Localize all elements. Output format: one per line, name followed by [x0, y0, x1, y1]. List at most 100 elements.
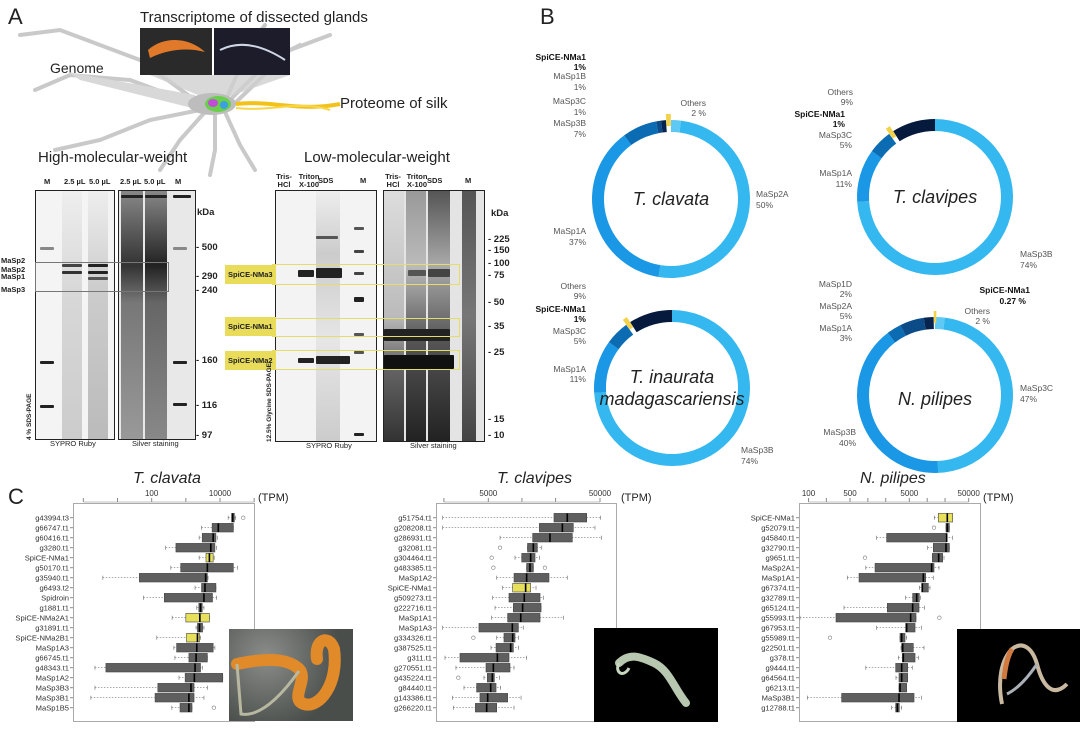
row-label: g270551.t1 [394, 664, 432, 673]
boxplot-unit: (TPM) [983, 492, 1014, 504]
panel-c-letter: C [8, 484, 24, 509]
donut-label: MaSp2A [756, 189, 789, 199]
hmw-marker: - 500 [196, 242, 218, 253]
row-label: g84440.t1 [398, 684, 432, 693]
donut-label: Others [964, 306, 990, 316]
donut-title-line: T. inaurata [629, 367, 715, 387]
row-label: MaSp1A3 [399, 624, 432, 633]
row-label: g3280.t1 [39, 544, 69, 553]
lmw-marker: - 35 [488, 321, 505, 332]
box [201, 583, 217, 593]
outlier-point [497, 545, 503, 550]
donut-pct: 1% [573, 82, 586, 92]
lmw-kda-unit: kDa [491, 208, 509, 219]
donut-pct: 9% [840, 97, 853, 107]
hmw-marker: - 116 [196, 400, 218, 411]
hmw-title: High-molecular-weight [38, 149, 188, 166]
donut-pct: 11% [835, 179, 852, 189]
row-label: g32790.t1 [761, 544, 795, 553]
band-label-masp2: MaSp2 [1, 265, 26, 274]
outlier-point [542, 565, 548, 570]
row-label: SpiCE-NMa2B1 [15, 634, 69, 643]
donut-pct: 2 % [691, 108, 706, 118]
nma1-label: SpiCE-NMa1 [225, 317, 276, 336]
hmw-lane-m: M [44, 177, 51, 186]
box [211, 523, 234, 533]
outlier-point [489, 555, 494, 560]
donut-label: SpiCE-NMa1 [979, 285, 1030, 295]
row-label: g266220.t1 [394, 704, 432, 713]
box [898, 673, 908, 683]
donut-slice-spice-nma1 [885, 126, 897, 139]
donut-pct: 7% [573, 129, 586, 139]
box [478, 623, 519, 633]
highlight-box [512, 583, 531, 593]
donut-slice-others [671, 120, 682, 133]
box [901, 643, 914, 653]
box [513, 603, 542, 613]
donut-label: SpiCE-NMa1 [535, 304, 586, 314]
outlier-point [241, 515, 246, 520]
highlight-box [938, 513, 953, 523]
donut-label: Others [827, 87, 853, 97]
box [532, 533, 573, 543]
box [476, 683, 497, 693]
box [503, 633, 516, 643]
hmw-gel-sypro [35, 190, 115, 440]
row-label: g51754.t1 [398, 514, 432, 523]
box [495, 643, 514, 653]
donut-slice-masp3c [871, 133, 897, 159]
row-label: g286931.t1 [394, 534, 432, 543]
donut-label: Others [560, 281, 586, 291]
row-label: g66745.t1 [35, 654, 69, 663]
lmw-marker: - 10 [488, 430, 505, 441]
row-label: g6213.t1 [765, 684, 795, 693]
box [933, 543, 950, 553]
lmw-marker: - 25 [488, 347, 505, 358]
donut-title: T. clavipes [892, 187, 978, 207]
donut-label: MaSp1A [553, 364, 586, 374]
lmw-title: Low-molecular-weight [304, 149, 450, 166]
row-label: SpiCE-NMa1 [25, 554, 69, 563]
lmw-marker: - 50 [488, 297, 505, 308]
axis-tick-label: 10000 [209, 489, 232, 498]
lmw-gel-sypro [275, 190, 377, 442]
lmw-lane: Tris- HCl [276, 172, 292, 189]
lmw-stain-sypro: SYPRO Ruby [306, 441, 352, 450]
box [179, 703, 193, 713]
donut-slice-masp2a [658, 120, 751, 279]
boxplot-unit: (TPM) [258, 492, 289, 504]
nma2-label: SpiCE-NMa2 [225, 351, 276, 370]
box [485, 663, 511, 673]
box [527, 543, 538, 553]
donut-pct: 11% [569, 374, 586, 384]
donut-label: MaSp1A [553, 226, 586, 236]
nma3-label: SpiCE-NMa3 [225, 265, 276, 284]
hmw-spidroin-box [35, 262, 169, 292]
highlight-box [186, 633, 200, 643]
lmw-marker: - 150 [488, 245, 510, 256]
box [858, 573, 926, 583]
lmw-gel-silver [383, 190, 485, 442]
donut-pct: 1% [573, 314, 586, 324]
lmw-lane-m: M [360, 176, 367, 185]
lmw-lane: Triton X-100 [298, 172, 320, 189]
donut-slice-masp1a [857, 151, 882, 202]
outlier-point [211, 705, 216, 710]
donut-pct: 0.27 % [999, 296, 1026, 306]
row-label: MaSp1A1 [762, 574, 795, 583]
panel-a-letter: A [8, 4, 23, 29]
box [835, 613, 917, 623]
box [459, 653, 510, 663]
donut-label: MaSp3C [1020, 383, 1054, 393]
row-label: g66747.t1 [35, 524, 69, 533]
lmw-lane-m: M [465, 176, 472, 185]
donut-slice-masp3c [608, 324, 634, 350]
axis-tick-label: 50000 [958, 489, 981, 498]
donut-label: MaSp1A [819, 168, 852, 178]
donut-pct: 37% [568, 237, 586, 247]
donut-label: MaSp3C [552, 326, 586, 336]
donut-label: SpiCE-NMa1 [535, 52, 586, 62]
row-label: g6493.t2 [39, 584, 69, 593]
row-label: g9651.t1 [765, 554, 795, 563]
